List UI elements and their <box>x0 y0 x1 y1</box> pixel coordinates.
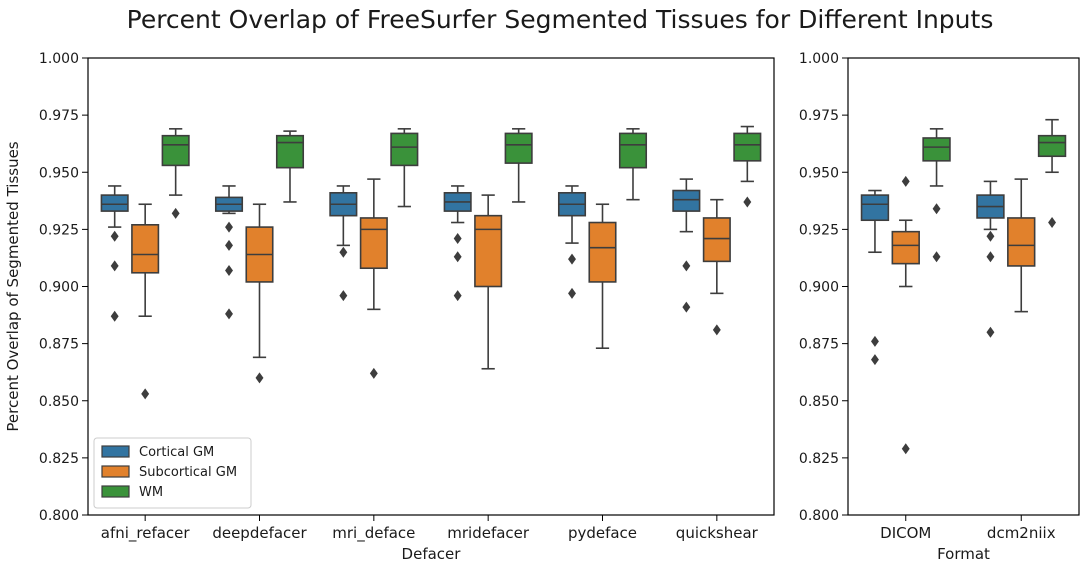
x-tick-label: deepdefacer <box>212 524 307 542</box>
legend-box <box>93 437 252 509</box>
legend-label: WM <box>139 485 163 500</box>
y-axis-label: Percent Overlap of Segmented Tissues <box>4 141 22 431</box>
box-wm <box>390 132 419 167</box>
box-subcortical-gm <box>891 230 920 265</box>
outlier-point <box>225 308 233 320</box>
box-wm <box>504 132 533 164</box>
y-tick-label: 0.800 <box>799 508 839 524</box>
outlier-point <box>453 290 462 302</box>
outlier-point <box>712 324 721 336</box>
x-tick-label: DICOM <box>880 524 931 542</box>
x-axis-label: Format <box>937 545 990 563</box>
legend-label: Cortical GM <box>139 445 214 460</box>
y-tick-label: 0.800 <box>39 508 79 524</box>
box-subcortical-gm <box>131 224 160 274</box>
y-tick-label: 0.900 <box>799 280 839 296</box>
outlier-point <box>682 301 691 313</box>
outlier-point <box>110 310 119 322</box>
box-cortical-gm <box>100 194 129 212</box>
outlier-point <box>141 388 150 400</box>
outlier-point <box>171 207 180 219</box>
legend-label: Subcortical GM <box>139 465 237 480</box>
outlier-point <box>453 251 462 263</box>
box-wm <box>275 134 305 169</box>
outlier-point <box>932 203 941 215</box>
y-tick-label: 0.825 <box>799 451 839 467</box>
y-tick-label: 0.925 <box>39 222 79 238</box>
box-wm <box>618 132 648 169</box>
y-tick-label: 0.850 <box>799 394 839 410</box>
box-wm <box>1037 134 1067 158</box>
y-tick-label: 0.825 <box>39 451 79 467</box>
outlier-point <box>225 265 233 277</box>
outlier-point <box>870 354 879 366</box>
outlier-point <box>986 251 995 263</box>
box-subcortical-gm <box>359 217 388 270</box>
outlier-point <box>568 253 576 265</box>
x-tick-label: mri_deface <box>332 524 415 543</box>
y-tick-label: 1.000 <box>39 51 79 67</box>
outlier-point <box>255 372 264 384</box>
outlier-point <box>986 326 995 338</box>
outlier-point <box>568 287 576 299</box>
outlier-point <box>743 196 752 208</box>
y-tick-label: 0.950 <box>799 165 839 181</box>
x-tick-label: quickshear <box>676 524 759 542</box>
box-subcortical-gm <box>702 217 731 263</box>
y-tick-label: 0.925 <box>799 222 839 238</box>
box-wm <box>922 137 951 162</box>
outlier-point <box>901 175 910 187</box>
x-tick-label: mridefacer <box>447 524 530 542</box>
x-tick-label: pydeface <box>568 524 637 542</box>
outlier-point <box>339 246 348 258</box>
outlier-point <box>901 443 910 455</box>
plot-frame <box>87 57 775 516</box>
legend-swatch-cortical-gm <box>101 445 130 458</box>
y-tick-label: 0.900 <box>39 280 79 296</box>
box-wm <box>161 134 190 167</box>
y-tick-label: 0.950 <box>39 165 79 181</box>
plot-frame <box>847 57 1080 516</box>
x-tick-label: dcm2niix <box>987 524 1056 542</box>
legend-swatch-subcortical-gm <box>101 465 130 478</box>
outlier-point <box>225 221 233 233</box>
box-wm <box>733 132 762 162</box>
chart-title: Percent Overlap of FreeSurfer Segmented … <box>127 5 994 34</box>
box-cortical-gm <box>860 194 890 222</box>
y-tick-label: 0.850 <box>39 394 79 410</box>
y-tick-label: 0.975 <box>799 108 839 124</box>
x-tick-label: afni_refacer <box>101 524 191 543</box>
outlier-point <box>932 251 941 263</box>
outlier-point <box>682 260 691 272</box>
outlier-point <box>225 239 233 251</box>
outlier-point <box>870 335 879 347</box>
outlier-point <box>1048 217 1057 229</box>
box-cortical-gm <box>672 189 701 212</box>
legend-swatch-wm <box>101 485 130 498</box>
box-subcortical-gm <box>1007 217 1036 267</box>
outlier-point <box>110 230 119 242</box>
y-tick-label: 1.000 <box>799 51 839 67</box>
box-subcortical-gm <box>588 221 617 283</box>
outlier-point <box>339 290 348 302</box>
y-tick-label: 0.975 <box>39 108 79 124</box>
outlier-point <box>986 230 995 242</box>
x-axis-label: Defacer <box>402 545 462 563</box>
outlier-point <box>110 260 119 272</box>
y-tick-label: 0.875 <box>799 337 839 353</box>
outlier-point <box>453 233 462 245</box>
outlier-point <box>369 367 378 379</box>
box-subcortical-gm <box>474 214 503 288</box>
y-tick-label: 0.875 <box>39 337 79 353</box>
